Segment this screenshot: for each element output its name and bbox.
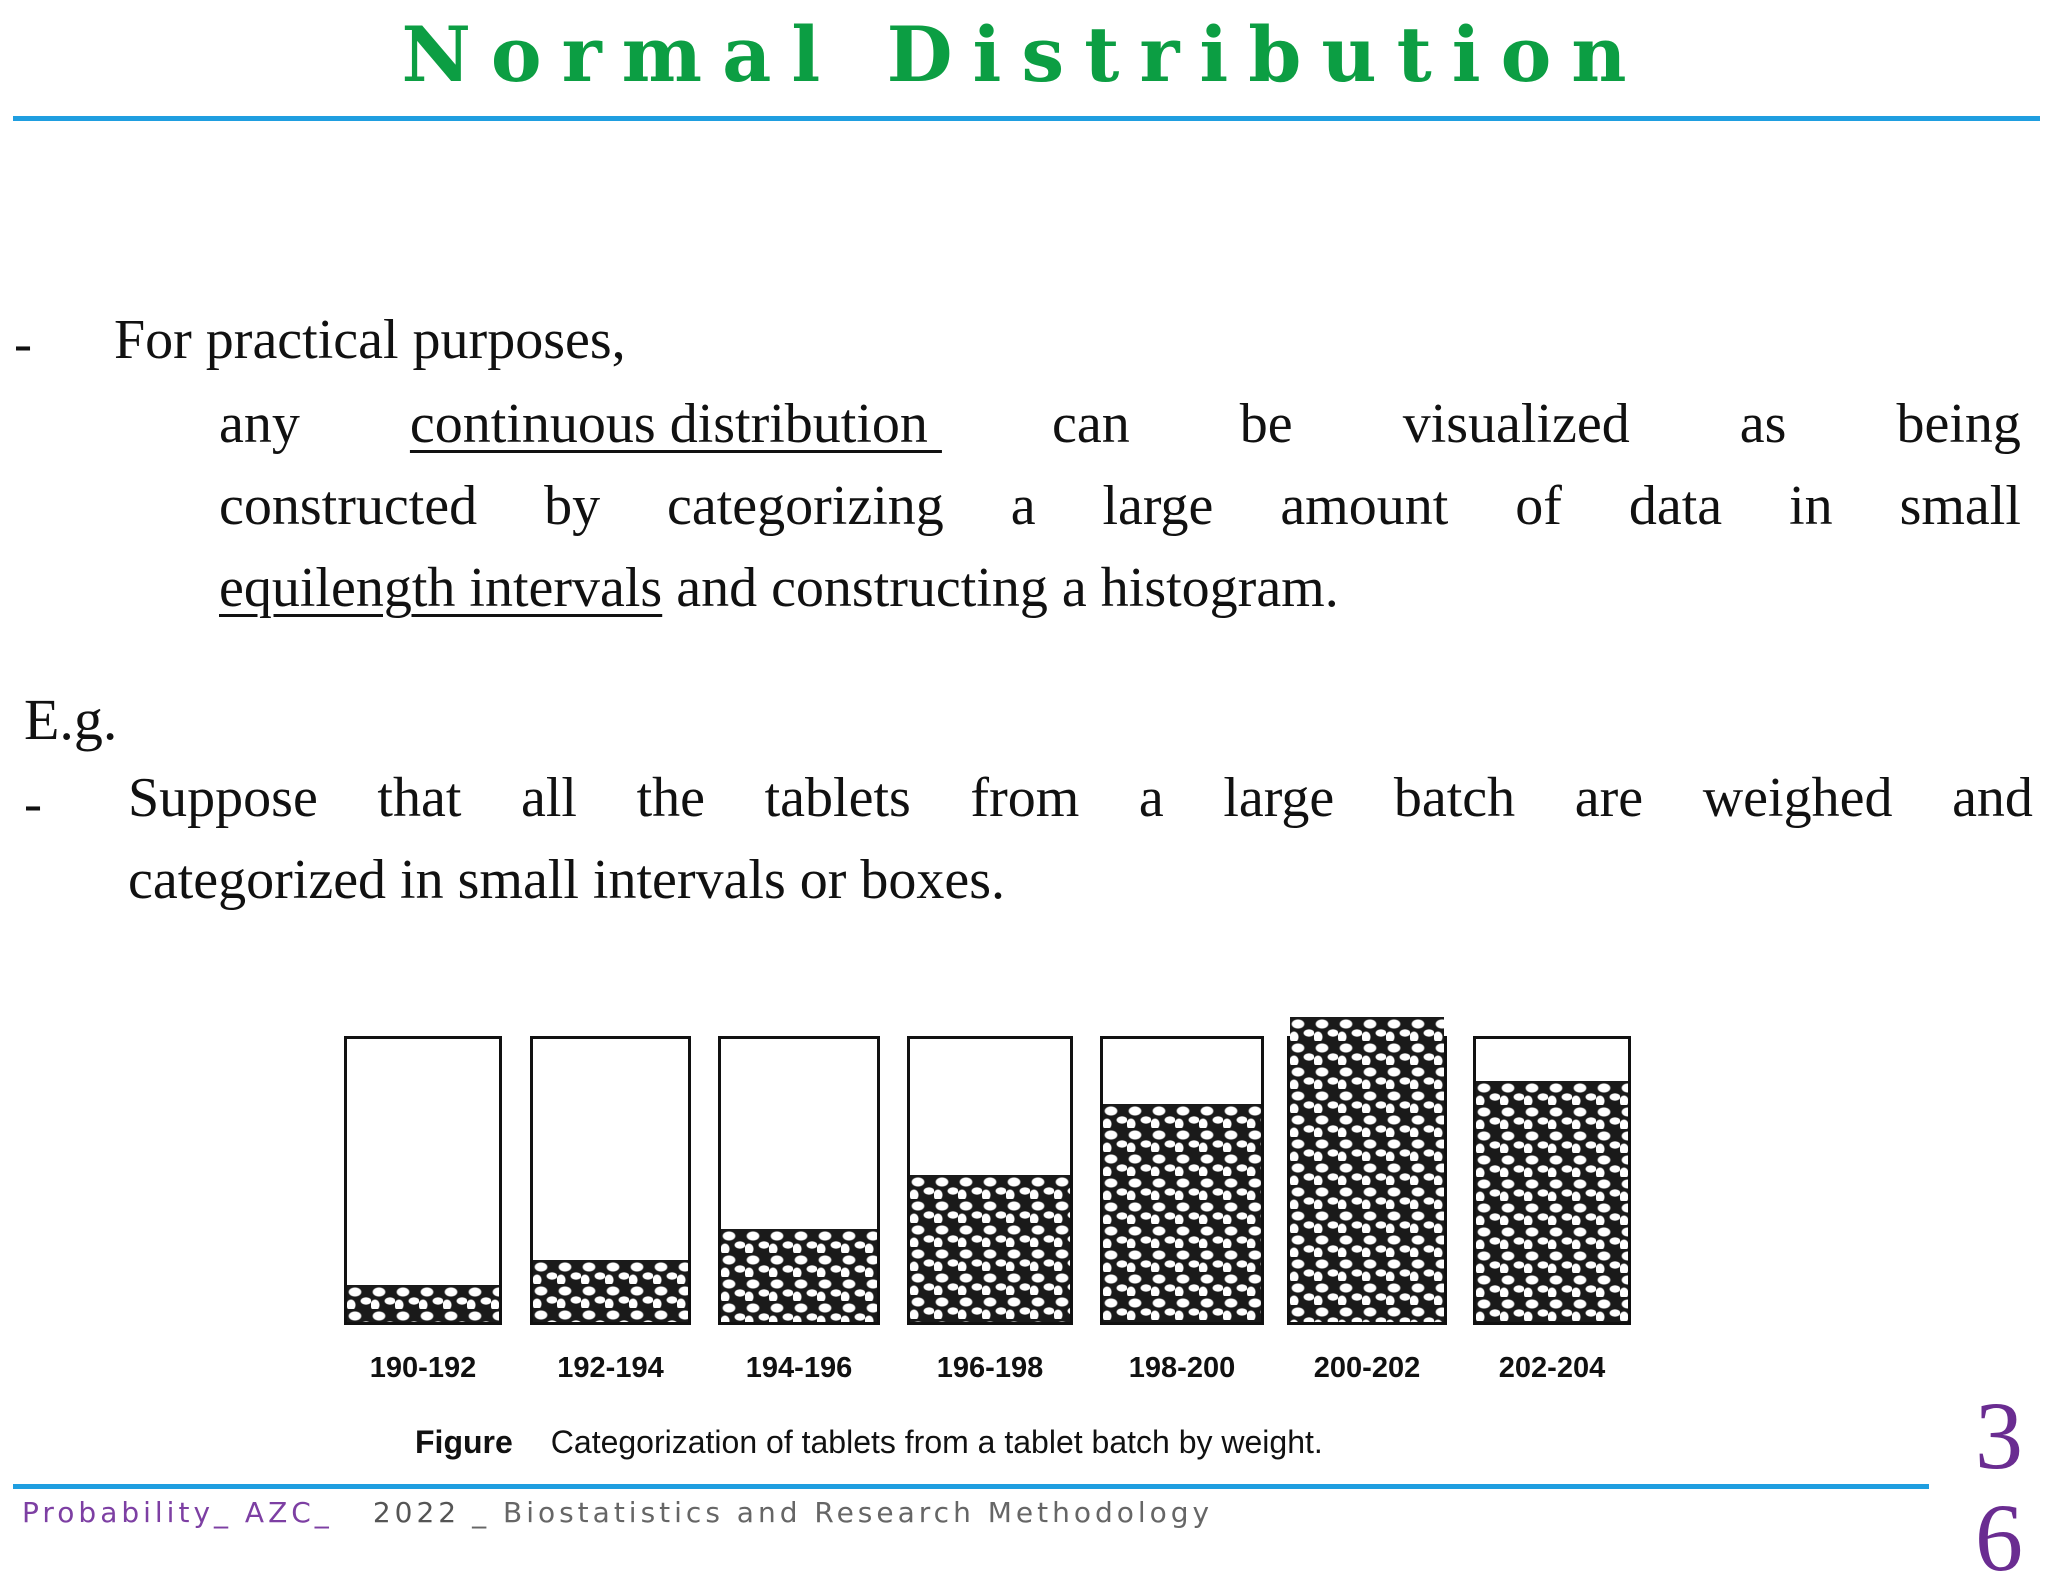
word: categorizing bbox=[667, 475, 944, 537]
tablet-fill bbox=[1103, 1104, 1261, 1322]
underlined-term-continuous-distribution: continuous distribution bbox=[409, 393, 942, 455]
bin-label: 196-198 bbox=[936, 1352, 1044, 1384]
word: small bbox=[1899, 475, 2021, 537]
footer-year: 2022 bbox=[372, 1496, 461, 1529]
word: amount bbox=[1280, 475, 1449, 537]
word: by bbox=[544, 475, 601, 537]
word: being bbox=[1896, 393, 2021, 455]
bin-label: 200-202 bbox=[1313, 1352, 1421, 1384]
word: the bbox=[636, 767, 706, 829]
bullet-dash: - bbox=[14, 313, 32, 373]
paragraph-line-2: constructed by categorizing a large amou… bbox=[219, 478, 2021, 534]
paragraph-line-4: Suppose that all the tablets from a larg… bbox=[128, 770, 2033, 826]
figure-caption-text: Categorization of tablets from a tablet … bbox=[550, 1424, 1323, 1460]
word: as bbox=[1739, 393, 1787, 455]
bullet-dash: - bbox=[24, 773, 42, 833]
tablet-bin bbox=[1473, 1036, 1631, 1325]
tablet-bin bbox=[530, 1036, 691, 1325]
footer-course: _ Biostatistics and Research Methodology bbox=[472, 1496, 1214, 1529]
title-divider bbox=[13, 116, 2040, 121]
word: can bbox=[1051, 393, 1130, 455]
example-label: E.g. bbox=[24, 687, 118, 752]
tablet-fill bbox=[721, 1229, 877, 1322]
word: a bbox=[1010, 475, 1036, 537]
tablet-bin bbox=[907, 1036, 1073, 1325]
bin-label: 198-200 bbox=[1128, 1352, 1236, 1384]
underlined-term-equilength-intervals: equilength intervals bbox=[219, 557, 663, 619]
slide-title: Normal Distribution bbox=[401, 10, 1647, 99]
bin-label: 202-204 bbox=[1498, 1352, 1606, 1384]
figure-label: Figure bbox=[415, 1424, 513, 1460]
word: data bbox=[1628, 475, 1723, 537]
bullet-lead-text: For practical purposes, bbox=[114, 309, 626, 371]
word: any bbox=[219, 393, 300, 455]
word: are bbox=[1574, 767, 1644, 829]
word: that bbox=[377, 767, 462, 829]
bin-label: 190-192 bbox=[369, 1352, 477, 1384]
word: visualized bbox=[1402, 393, 1630, 455]
paragraph-line-5: categorized in small intervals or boxes. bbox=[128, 849, 1006, 911]
word: a bbox=[1138, 767, 1164, 829]
word: batch bbox=[1393, 767, 1516, 829]
tablet-bin bbox=[1287, 1017, 1447, 1325]
tablet-bin bbox=[1100, 1036, 1264, 1325]
bin-label: 194-196 bbox=[745, 1352, 853, 1384]
word: constructed bbox=[219, 475, 478, 537]
word: tablets bbox=[764, 767, 911, 829]
footer: Probability_ AZC_ 2022 _ Biostatistics and… bbox=[22, 1496, 1213, 1529]
word: Suppose bbox=[128, 767, 318, 829]
word: and bbox=[1952, 767, 2033, 829]
line-3-rest: and constructing a histogram. bbox=[662, 557, 1339, 619]
bin-label: 192-194 bbox=[557, 1352, 664, 1384]
tablet-fill bbox=[1476, 1081, 1628, 1322]
tablet-fill bbox=[1290, 1017, 1444, 1322]
word: weighed bbox=[1702, 767, 1893, 829]
page-number-digit: 6 bbox=[1975, 1484, 2023, 1591]
word: from bbox=[970, 767, 1080, 829]
page-number-digit: 3 bbox=[1975, 1382, 2023, 1489]
tablet-bin bbox=[344, 1036, 502, 1325]
word: all bbox=[521, 767, 577, 829]
footer-left-text: Probability_ AZC_ bbox=[22, 1496, 333, 1529]
paragraph-line-3: equilength intervals and constructing a … bbox=[219, 560, 1339, 616]
footer-divider bbox=[13, 1484, 1929, 1489]
word: of bbox=[1515, 475, 1562, 537]
tablet-bin bbox=[718, 1036, 880, 1325]
word: be bbox=[1239, 393, 1293, 455]
word: large bbox=[1223, 767, 1335, 829]
figure-caption: Figure Categorization of tablets from a t… bbox=[415, 1424, 1323, 1461]
tablet-fill bbox=[533, 1260, 688, 1322]
tablet-fill bbox=[347, 1285, 499, 1322]
tablet-fill bbox=[910, 1175, 1070, 1322]
paragraph-line-1: any continuous distribution can be visua… bbox=[219, 396, 2021, 452]
word: large bbox=[1102, 475, 1214, 537]
word: in bbox=[1789, 475, 1833, 537]
